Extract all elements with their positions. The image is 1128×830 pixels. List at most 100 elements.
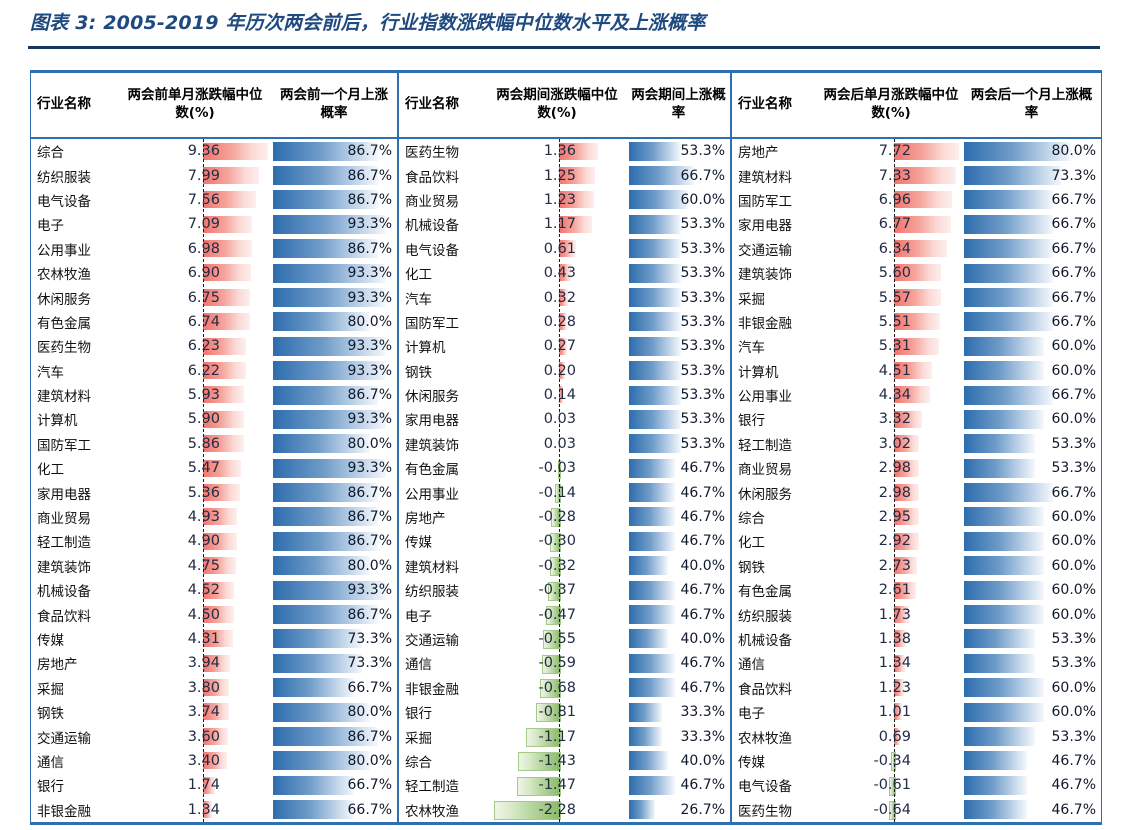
industry-name: 钢铁 [405,364,432,381]
value-bar [894,557,917,575]
probability-cell: 53.3% [627,212,730,236]
table-row: 商业贸易 1.23 60.0% [399,188,730,212]
probability-value: 60.0% [1051,606,1096,623]
probability-bar [273,190,378,210]
industry-name: 休闲服务 [37,291,91,308]
value-bar [559,288,569,306]
probability-value: 53.3% [680,265,725,282]
pre-session-group: 行业名称 两会前单月涨跌幅中位数(%) 两会前一个月上涨概率 综合 9.36 86.… [31,73,397,822]
probability-bar [629,361,682,381]
median-change-cell: 1.01 [820,700,962,724]
probability-bar [964,409,1045,429]
value-bar [894,630,906,648]
value-bar [894,679,905,697]
value-bar [203,679,230,697]
probability-bar [964,483,1054,503]
probability-value: 80.0% [347,313,392,330]
value-bar [203,386,245,404]
probability-cell: 86.7% [271,602,397,626]
industry-name: 非银金融 [738,315,792,332]
industry-name: 家用电器 [738,218,792,235]
industry-name: 机械设备 [405,218,459,235]
median-value: 3.94 [187,655,220,672]
value-bar [894,337,939,355]
table-row: 有色金属 -0.03 46.7% [399,456,730,480]
probability-cell: 93.3% [271,285,397,309]
median-value: -1.17 [538,728,576,745]
industry-name: 农林牧渔 [37,267,91,284]
value-bar [894,483,920,501]
median-change-cell: 4.51 [820,359,962,383]
table-row: 医药生物 -0.64 46.7% [732,798,1101,822]
probability-cell: 40.0% [627,627,730,651]
industry-name: 国防军工 [405,315,459,332]
probability-cell: 80.0% [271,432,397,456]
industry-name: 汽车 [37,364,64,381]
table-row: 医药生物 6.23 93.3% [31,334,397,358]
industry-name: 计算机 [37,413,78,430]
value-bar [894,313,941,331]
median-change-cell: 3.40 [119,749,271,773]
median-change-cell: -0.59 [487,651,627,675]
table-row: 交通运输 6.34 66.7% [732,237,1101,261]
probability-cell: 60.0% [962,529,1101,553]
group-body: 房地产 7.72 80.0% 建筑材料 7.33 73.3% 国防军工 6.96 66.7% 家用… [732,139,1101,822]
median-value: 2.98 [878,460,911,477]
median-value: -0.64 [873,801,911,818]
median-change-cell: 1.38 [820,627,962,651]
industry-name: 食品饮料 [738,681,792,698]
column-header-industry: 行业名称 [405,96,459,113]
probability-value: 53.3% [680,338,725,355]
value-bar [203,605,235,623]
industry-name: 建筑材料 [405,559,459,576]
probability-value: 66.7% [680,167,725,184]
probability-cell: 66.7% [962,285,1101,309]
median-change-cell: 7.33 [820,163,962,187]
value-bar [894,288,941,306]
median-value: 7.33 [878,167,911,184]
table-row: 采掘 3.80 66.7% [31,676,397,700]
probability-cell: 86.7% [271,724,397,748]
table-row: 传媒 -0.34 46.7% [732,749,1101,773]
probability-bar [964,507,1045,527]
value-bar [203,654,231,672]
median-value: 7.56 [187,191,220,208]
value-bar [559,337,567,355]
table-row: 交通运输 -0.55 40.0% [399,627,730,651]
probability-cell: 80.0% [271,554,397,578]
value-bar [539,679,561,699]
industry-name: 医药生物 [738,803,792,820]
probability-value: 46.7% [680,484,725,501]
probability-cell: 53.3% [962,432,1101,456]
median-change-cell: 6.96 [820,188,962,212]
median-change-cell: 6.74 [119,310,271,334]
probability-value: 60.0% [1051,704,1096,721]
probability-cell: 53.3% [962,456,1101,480]
probability-value: 66.7% [1051,265,1096,282]
probability-bar [273,800,354,820]
median-value: -0.55 [538,631,576,647]
table-row: 建筑材料 -0.32 40.0% [399,554,730,578]
table-row: 家用电器 6.77 66.7% [732,212,1101,236]
median-change-cell: 5.90 [119,407,271,431]
probability-value: 86.7% [347,509,392,526]
probability-bar [629,726,662,746]
median-change-cell: 7.99 [119,163,271,187]
median-value: 2.98 [878,484,911,501]
value-bar [548,581,561,601]
probability-value: 60.0% [1051,557,1096,574]
median-change-cell: -0.32 [487,554,627,578]
table-row: 农林牧渔 6.90 93.3% [31,261,397,285]
industry-name: 建筑材料 [37,389,91,406]
industry-name: 综合 [37,145,64,162]
median-value: 3.60 [187,728,220,745]
probability-cell: 66.7% [271,773,397,797]
median-value: 6.74 [187,313,220,330]
probability-cell: 46.7% [627,529,730,553]
table-row: 休闲服务 0.14 53.3% [399,383,730,407]
probability-bar [273,434,370,454]
median-value: 4.51 [878,362,911,379]
median-value: 0.03 [543,411,576,428]
median-value: 1.73 [878,606,911,623]
industry-name: 农林牧渔 [738,730,792,747]
